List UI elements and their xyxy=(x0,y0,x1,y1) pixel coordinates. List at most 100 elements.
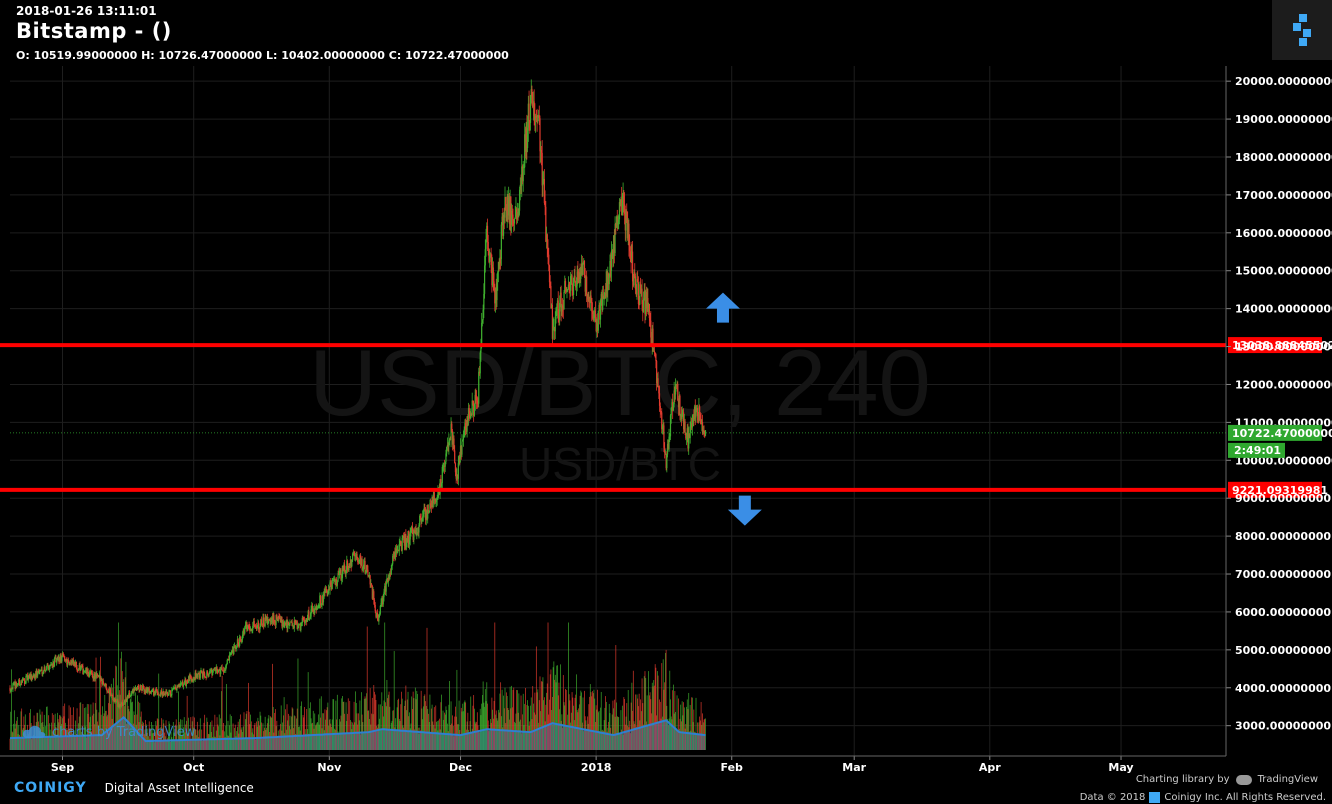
candle-body xyxy=(476,400,478,402)
candle-body xyxy=(231,649,233,651)
candle-body xyxy=(409,532,411,540)
candle-body xyxy=(421,518,423,522)
candle-body xyxy=(245,622,247,625)
candle-body xyxy=(473,410,475,416)
footer-brand: COINIGY Digital Asset Intelligence xyxy=(14,780,254,796)
candle-body xyxy=(650,337,653,345)
candle-body xyxy=(168,691,170,695)
candle-body xyxy=(69,663,71,665)
candle-body xyxy=(445,453,447,462)
candle-body xyxy=(49,665,51,667)
candle-body xyxy=(696,408,698,410)
candle-body xyxy=(560,292,562,312)
candle-body xyxy=(379,613,381,616)
candle-body xyxy=(425,510,427,520)
candle-body xyxy=(461,441,463,455)
candle-body xyxy=(330,582,332,585)
candle-body xyxy=(643,290,645,299)
candle-body xyxy=(88,673,90,677)
candle-body xyxy=(198,672,200,674)
candle-body xyxy=(296,621,298,630)
candle-body xyxy=(483,293,485,310)
candle-body xyxy=(160,690,162,696)
coinigy-logo-button[interactable] xyxy=(1272,0,1332,60)
x-tick-label: Sep xyxy=(51,761,74,774)
candle-body xyxy=(569,284,571,291)
candle-body xyxy=(588,301,591,303)
candle-body xyxy=(489,253,492,255)
candle-body xyxy=(278,616,280,618)
candle-body xyxy=(559,292,562,303)
coinigy-brand[interactable]: COINIGY xyxy=(14,780,87,796)
candle-body xyxy=(333,578,336,580)
candle-body xyxy=(576,271,578,286)
candle-body xyxy=(218,669,220,670)
candle-body xyxy=(132,689,134,693)
candle-body xyxy=(481,322,483,347)
x-tick-label: May xyxy=(1108,761,1133,774)
candle-body xyxy=(31,676,34,678)
candle-body xyxy=(639,284,642,290)
candle-body xyxy=(323,591,325,595)
charting-credit[interactable]: Charting library by TradingView xyxy=(1136,774,1318,785)
candle-body xyxy=(155,689,157,694)
candle-body xyxy=(513,218,516,224)
candle-body xyxy=(239,636,241,640)
candle-body xyxy=(175,688,177,691)
candle-body xyxy=(45,668,48,671)
horizontal-lines[interactable]: 13038.88845502 9221.09319981 xyxy=(0,337,1332,498)
candle-body xyxy=(478,371,481,374)
candle-body xyxy=(503,214,505,218)
tradingview-logo-icon xyxy=(1235,774,1252,785)
candle-body xyxy=(688,434,690,449)
candle-body xyxy=(144,690,146,693)
candle-body xyxy=(188,676,190,681)
candle-body xyxy=(106,688,108,692)
candle-body xyxy=(330,584,333,590)
candle-body xyxy=(395,548,397,553)
candle-body xyxy=(222,669,224,671)
watermark-sub: USD/BTC xyxy=(519,438,721,490)
candle-body xyxy=(510,210,513,225)
candle-body xyxy=(319,595,321,605)
candle-body xyxy=(486,225,489,242)
candle-body xyxy=(197,672,199,678)
candle-body xyxy=(534,115,536,121)
candle-body xyxy=(630,252,632,263)
candle-body xyxy=(342,565,344,571)
candle-body xyxy=(237,639,239,645)
candle-body xyxy=(634,272,636,277)
horizontal-line-label: 13038.88845502 xyxy=(1232,339,1332,352)
candle-body xyxy=(448,440,450,447)
candle-body xyxy=(365,564,368,573)
x-tick-label: 2018 xyxy=(581,761,612,774)
candle-body xyxy=(430,505,432,508)
annotations[interactable] xyxy=(705,292,762,526)
candle-body xyxy=(223,669,225,673)
tradingview-credit: TradingView xyxy=(1257,774,1318,785)
candle-body xyxy=(271,617,273,622)
candle-body xyxy=(429,503,431,511)
candle-body xyxy=(250,629,252,631)
tradingview-watermark[interactable]: charts by TradingView xyxy=(22,724,195,740)
candle-body xyxy=(558,315,560,321)
candle-body xyxy=(153,688,155,696)
candle-body xyxy=(25,675,27,684)
candle-body xyxy=(380,602,382,606)
candle-body xyxy=(142,685,144,691)
candle-body xyxy=(322,596,324,603)
candle-body xyxy=(109,689,111,694)
candle-body xyxy=(469,413,471,418)
candle-body xyxy=(575,281,577,288)
candle-body xyxy=(604,292,606,299)
candle-body xyxy=(101,681,104,685)
candle-body xyxy=(432,496,434,504)
candle-body xyxy=(79,664,81,671)
header-datetime: 2018-01-26 13:11:01 xyxy=(16,4,157,18)
candle-body xyxy=(134,688,136,691)
candle-body xyxy=(593,314,595,319)
candle-body xyxy=(124,700,126,702)
candle-body xyxy=(525,128,527,152)
candle-body xyxy=(315,607,317,611)
